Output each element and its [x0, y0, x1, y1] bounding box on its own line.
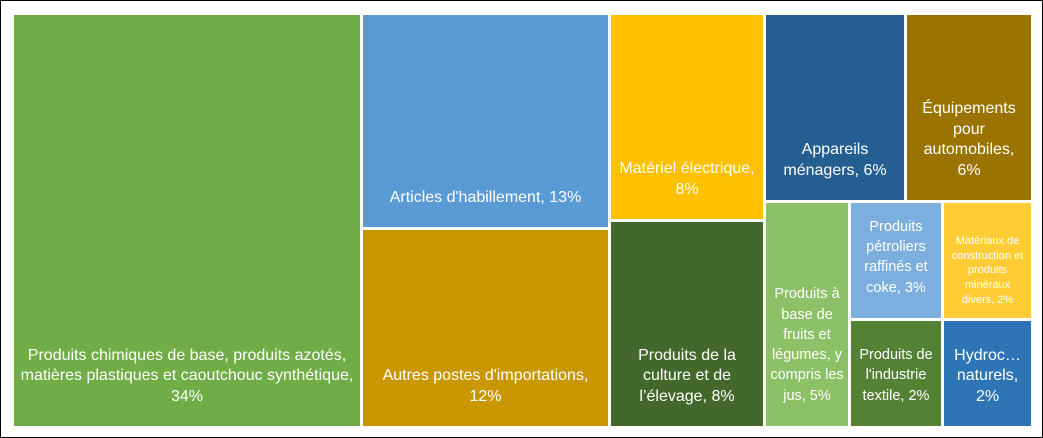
- treemap-tile: Produits à base de fruits et légumes, y …: [766, 203, 848, 426]
- treemap-tile: Articles d'habillement, 13%: [363, 15, 608, 227]
- treemap-tile-label: Matériaux de construction et produits mi…: [951, 234, 1024, 307]
- treemap-tile-label: Hydroc… naturels, 2%: [954, 346, 1021, 406]
- treemap-tile-label: Produits à base de fruits et légumes, y …: [770, 286, 844, 404]
- treemap-tile: Appareils ménagers, 6%: [766, 15, 904, 200]
- treemap-tile-label: Produits de l'industrie textile, 2%: [859, 347, 933, 404]
- treemap-tile-label: Autres postes d'importations, 12%: [382, 367, 589, 406]
- treemap-tile: Autres postes d'importations, 12%: [363, 230, 608, 426]
- treemap-tile: Produits pétroliers raffinés et coke, 3%: [851, 203, 941, 318]
- treemap-tile: Produits de l'industrie textile, 2%: [851, 321, 941, 426]
- treemap-tile-label: Matériel électrique, 8%: [619, 160, 755, 199]
- treemap-tile: Équipements pour automobiles, 6%: [907, 15, 1031, 200]
- treemap-tile-label: Produits de la culture et de l’élevage, …: [638, 346, 736, 406]
- treemap-tile: Matériaux de construction et produits mi…: [944, 203, 1031, 318]
- treemap-tile: Produits de la culture et de l’élevage, …: [611, 222, 763, 426]
- treemap-tile: Matériel électrique, 8%: [611, 15, 763, 219]
- treemap-tile-label: Appareils ménagers, 6%: [783, 141, 887, 180]
- treemap-tile: Produits chimiques de base, produits azo…: [14, 15, 360, 426]
- treemap-tile: Hydroc… naturels, 2%: [944, 321, 1031, 426]
- treemap-tile-label: Articles d'habillement, 13%: [389, 189, 582, 207]
- treemap-tile-label: Produits pétroliers raffinés et coke, 3%: [864, 218, 928, 296]
- treemap-tile-label: Produits chimiques de base, produits azo…: [20, 346, 354, 406]
- treemap-tile-label: Équipements pour automobiles, 6%: [922, 99, 1016, 180]
